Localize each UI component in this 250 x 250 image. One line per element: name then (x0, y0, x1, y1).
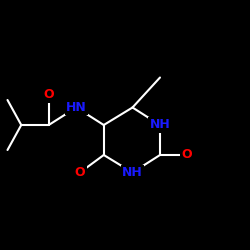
Text: O: O (181, 148, 192, 162)
Text: O: O (44, 88, 54, 102)
Text: HN: HN (66, 101, 87, 114)
Text: O: O (75, 166, 85, 179)
Text: NH: NH (122, 166, 143, 179)
Text: NH: NH (150, 118, 171, 132)
